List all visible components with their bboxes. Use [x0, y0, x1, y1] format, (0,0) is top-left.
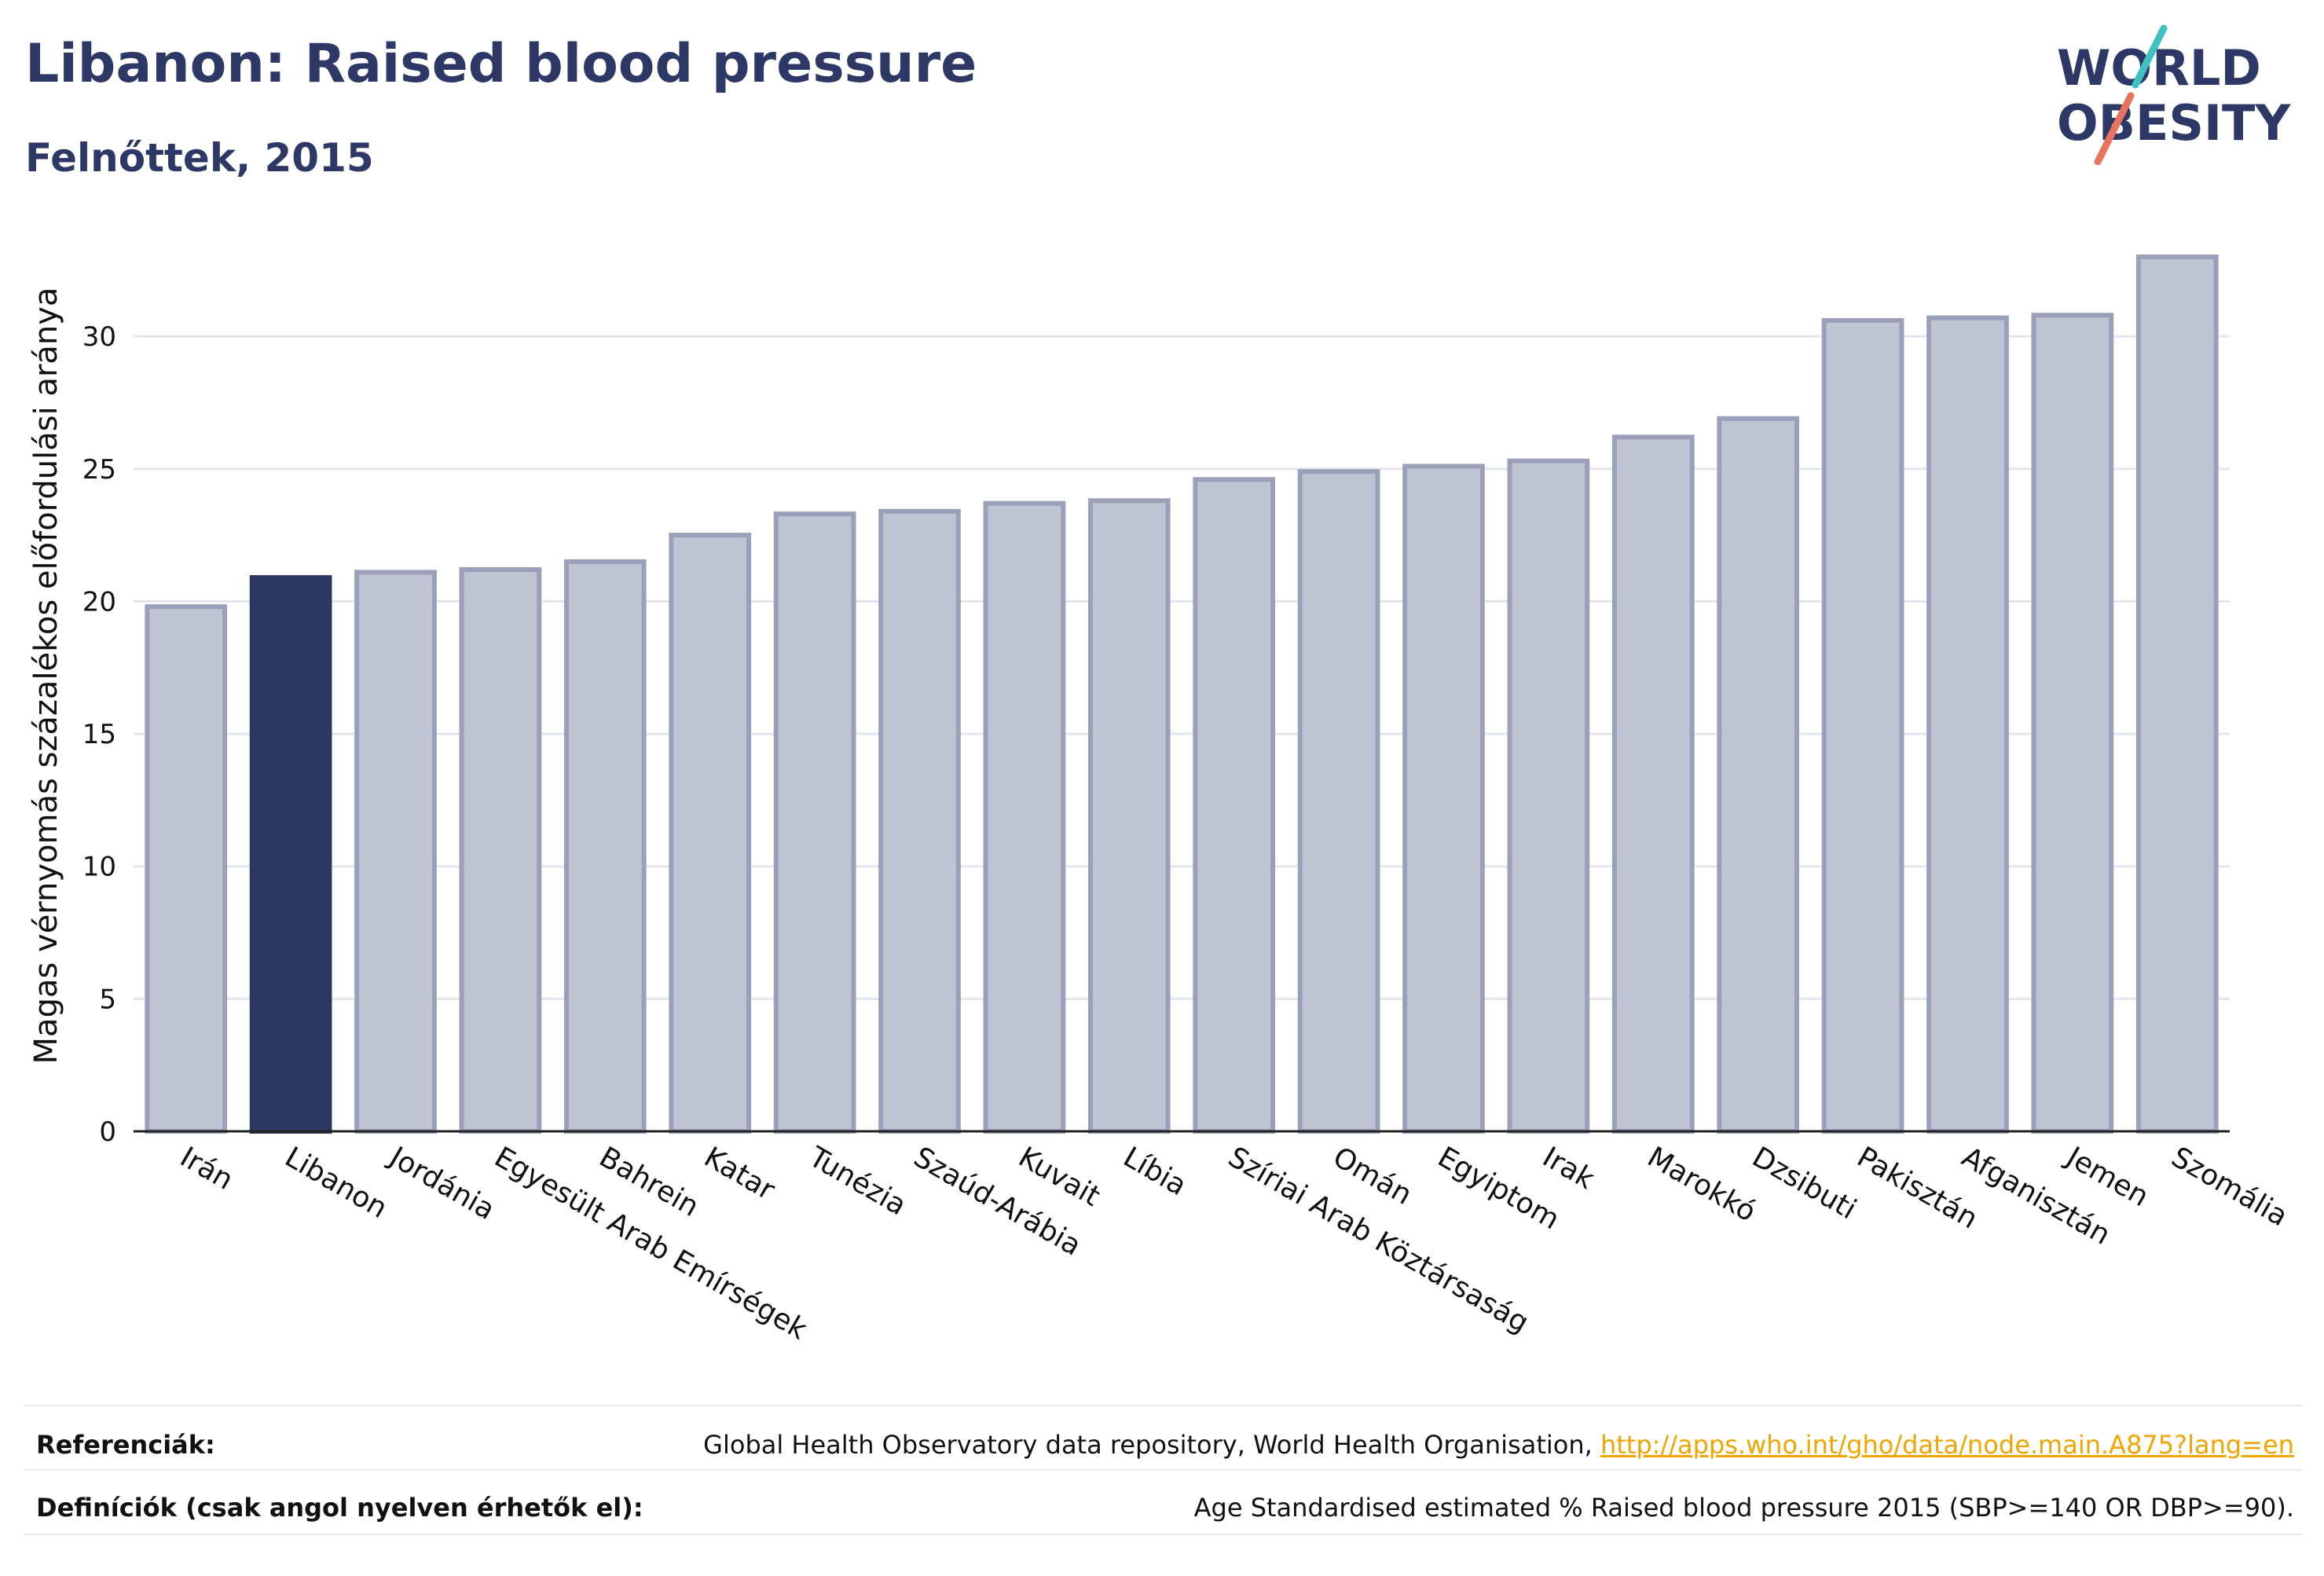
y-tick-label: 0	[99, 1116, 116, 1148]
references-value: Global Health Observatory data repositor…	[703, 1430, 2294, 1460]
x-tick-label: Líbia	[1118, 1141, 1192, 1202]
bar-Egyesült Arab Emírségek[interactable]	[459, 566, 542, 1134]
bar-Irak[interactable]	[1507, 458, 1590, 1134]
y-tick-label: 25	[82, 454, 116, 486]
y-axis-label: Magas vérnyomás százalékos előfordulási …	[28, 288, 64, 1065]
grid-lines	[134, 335, 2230, 1000]
bar-Bahrein[interactable]	[563, 559, 647, 1134]
x-tick-label: Irán	[174, 1141, 238, 1197]
footer-divider-middle	[24, 1469, 2302, 1471]
definitions-value: Age Standardised estimated % Raised bloo…	[1193, 1493, 2294, 1523]
references-link[interactable]: http://apps.who.int/gho/data/node.main.A…	[1600, 1430, 2294, 1460]
logo-line1: WORLD	[2057, 39, 2261, 97]
bar-Líbia[interactable]	[1087, 498, 1171, 1134]
bar-Szomália[interactable]	[2135, 254, 2219, 1134]
bar-Pakisztán[interactable]	[1821, 317, 1904, 1134]
bar-Jemen[interactable]	[2031, 313, 2114, 1134]
x-tick-label: Marokkó	[1642, 1141, 1761, 1228]
bar-Libanon[interactable]	[249, 575, 332, 1134]
chart-title: Libanon: Raised blood pressure	[25, 33, 977, 95]
x-tick-label: Szomália	[2166, 1141, 2293, 1233]
footer-divider-top	[24, 1405, 2302, 1406]
bar-Afganisztán[interactable]	[1926, 315, 2009, 1134]
bar-Marokkó[interactable]	[1611, 434, 1695, 1134]
x-tick-label: Katar	[698, 1141, 780, 1207]
bar-Egyiptom[interactable]	[1402, 464, 1485, 1134]
y-tick-label: 5	[99, 984, 116, 1015]
references-label: Referenciák:	[36, 1430, 215, 1460]
y-tick-label: 20	[82, 586, 116, 618]
bar-Dzsibuti[interactable]	[1717, 416, 1800, 1134]
definitions-label: Definíciók (csak angol nyelven érhetők e…	[36, 1493, 643, 1523]
world-obesity-logo: WORLD OBESITY	[2057, 24, 2291, 165]
bar-Jordánia[interactable]	[354, 570, 437, 1134]
footer-references: Referenciák: Global Health Observatory d…	[24, 1414, 2302, 1475]
x-tick-label: Libanon	[280, 1141, 393, 1225]
bars	[145, 254, 2219, 1134]
logo-slash-coral	[2094, 92, 2135, 165]
y-tick-label: 10	[82, 852, 116, 883]
bar-Kuvait[interactable]	[983, 500, 1066, 1134]
x-tick-label: Tunézia	[803, 1141, 912, 1222]
logo-line2: OBESITY	[2057, 94, 2291, 152]
bar-Katar[interactable]	[669, 533, 752, 1134]
bar-Szíriai Arab Köztársaság[interactable]	[1193, 477, 1276, 1134]
x-tick-label: Dzsibuti	[1747, 1141, 1861, 1226]
bar-Tunézia[interactable]	[773, 511, 856, 1134]
x-tick-label: Irak	[1537, 1141, 1600, 1196]
y-tick-label: 15	[82, 719, 116, 750]
references-text: Global Health Observatory data repositor…	[703, 1430, 1600, 1460]
footer-divider-bottom	[24, 1534, 2302, 1535]
x-tick-label: Jordánia	[383, 1140, 500, 1226]
bar-Szaúd-Arábia[interactable]	[878, 508, 961, 1134]
chart-subtitle: Felnőttek, 2015	[25, 135, 374, 181]
bar-Irán[interactable]	[145, 604, 228, 1134]
footer-definitions: Definíciók (csak angol nyelven érhetők e…	[24, 1477, 2302, 1538]
x-tick-label: Pakisztán	[1852, 1141, 1983, 1235]
bar-Omán[interactable]	[1297, 469, 1380, 1134]
y-axis-ticks: 0 5 10 15 20 25 30	[82, 321, 116, 1148]
y-tick-label: 30	[82, 321, 116, 353]
logo-slash-teal	[2132, 24, 2168, 89]
